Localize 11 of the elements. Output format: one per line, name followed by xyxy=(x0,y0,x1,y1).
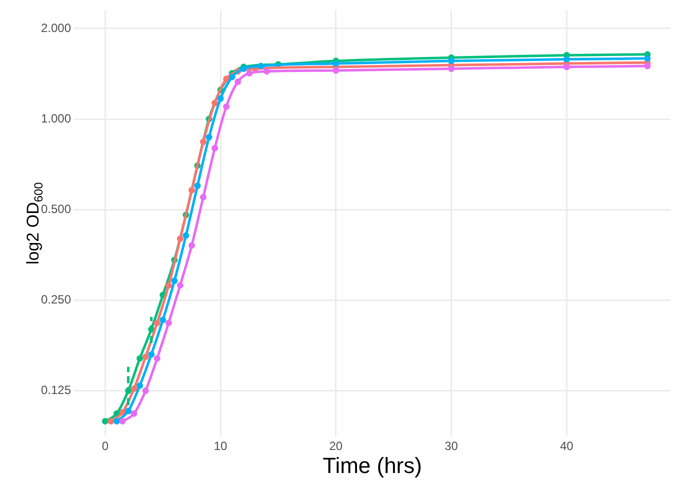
x-tick-label: 0 xyxy=(102,439,109,454)
x-tick-label: 30 xyxy=(444,439,458,454)
y-tick-label: 0.250 xyxy=(41,292,72,306)
x-tick-label: 40 xyxy=(560,439,574,454)
y-tick-label: 0.500 xyxy=(41,202,72,216)
y-tick-label: 2.000 xyxy=(41,20,72,35)
x-tick-label: 10 xyxy=(214,439,228,454)
x-tick-label: 20 xyxy=(329,439,343,454)
x-axis-title: Time (hrs) xyxy=(322,453,422,478)
y-tick-label: 0.125 xyxy=(41,383,72,398)
y-tick-label: 1.000 xyxy=(41,111,72,126)
